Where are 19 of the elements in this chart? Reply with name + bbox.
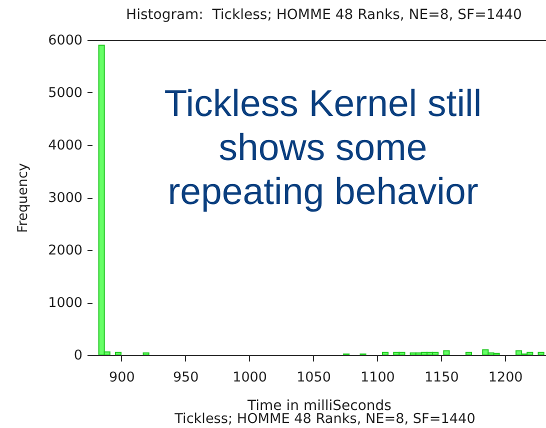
y-tick-label: 0	[74, 348, 82, 364]
x-tick-label: 1000	[232, 370, 267, 386]
text: Tickless; HOMME 48 Ranks, NE=8, SF=1440	[174, 411, 476, 427]
y-axis-title: Frequency	[15, 163, 32, 233]
x-tick-label: 1050	[296, 370, 331, 386]
x-axis-title: Time in milliSeconds	[246, 398, 392, 414]
y-tick-label: 5000	[48, 85, 82, 101]
chart-title: Histogram: Tickless; HOMME 48 Ranks, NE=8, SF=1440	[126, 7, 522, 23]
annotation: Tickless Kernel still shows some repeating behavior	[164, 82, 482, 212]
y-tick-label: 3000	[48, 190, 82, 206]
y-tick-label: 4000	[48, 138, 82, 154]
x-tick-label: 900	[109, 370, 135, 386]
y-tick-label: 1000	[48, 295, 82, 311]
x-tick-label: 950	[172, 370, 199, 386]
y-tick-label: 6000	[48, 32, 82, 48]
x-tick-label: 1150	[424, 370, 459, 386]
y-tick-label: 2000	[48, 242, 82, 258]
x-tick-label: 1200	[488, 370, 523, 386]
x-tick-label: 1100	[360, 370, 395, 386]
